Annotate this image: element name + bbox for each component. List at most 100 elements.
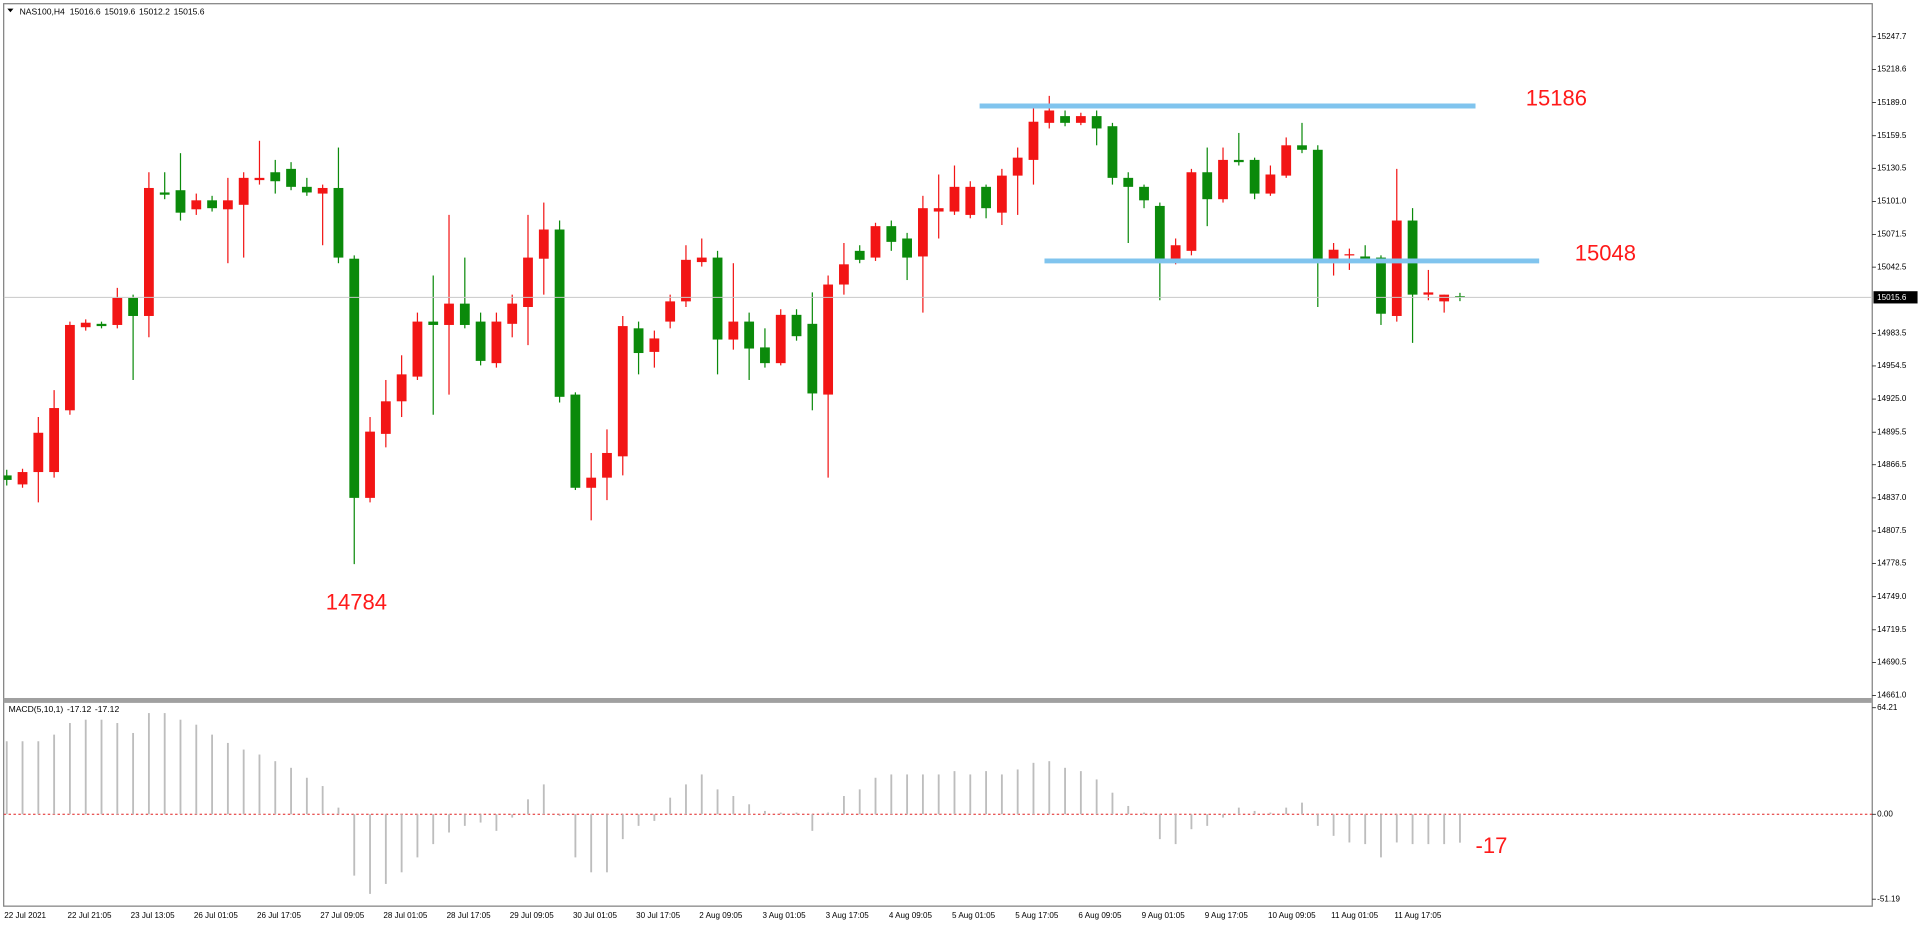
macd-panel	[3, 713, 1873, 894]
macd-bar	[195, 724, 198, 815]
candle-body	[1328, 249, 1339, 260]
y-tick-label: 14719.5	[1877, 625, 1907, 634]
macd-bar	[116, 723, 119, 815]
x-tick-label: 30 Jul 01:05	[573, 911, 618, 920]
axes: 15247.7 15218.6 15189.0 15159.5 15130.5 15101…	[4, 32, 1918, 920]
macd-bar	[1237, 807, 1240, 815]
candle-body	[365, 431, 375, 498]
macd-bar	[1095, 779, 1098, 815]
macd-bar	[590, 814, 593, 873]
macd-bar	[921, 774, 924, 815]
candle-body	[728, 321, 739, 340]
macd-bar	[1143, 812, 1145, 815]
macd-bar	[795, 812, 798, 815]
candle-body	[760, 347, 770, 364]
macd-bar	[274, 761, 277, 815]
x-tick-label: 23 Jul 13:05	[131, 911, 176, 920]
macd-bar	[1032, 762, 1035, 815]
macd-bar	[858, 789, 861, 815]
candle-body	[238, 177, 249, 205]
macd-annotation: -17	[1476, 833, 1508, 858]
price-panel	[3, 95, 1873, 565]
macd-bar	[147, 713, 150, 815]
macd-bar	[669, 797, 672, 815]
x-tick-label: 29 Jul 09:05	[510, 911, 555, 920]
macd-bar	[1285, 807, 1288, 815]
low-annotation: 14784	[326, 590, 387, 615]
y-tick-label: 15159.5	[1877, 131, 1907, 140]
macd-bar	[1127, 805, 1130, 815]
candle-body	[49, 408, 60, 473]
candle-body	[965, 186, 976, 215]
y-tick-label: 15101.0	[1877, 197, 1907, 206]
macd-bar	[843, 796, 845, 815]
candle-body	[491, 321, 502, 364]
macd-bar	[211, 734, 213, 815]
macd-bar	[495, 814, 498, 831]
candle-body	[159, 192, 170, 195]
y-tick-label: 14954.5	[1877, 361, 1907, 370]
menu-arrow[interactable]	[7, 8, 14, 13]
candle-body	[1297, 145, 1307, 150]
macd-bar	[574, 814, 577, 858]
candle-body	[65, 324, 75, 411]
macd-main: -17.12	[67, 705, 92, 715]
candle-body	[128, 298, 138, 316]
candle-body	[1060, 116, 1070, 123]
candle-body	[1202, 172, 1213, 200]
candle-body	[933, 208, 944, 212]
macd-bar	[621, 814, 624, 840]
macd-bar	[890, 774, 893, 815]
macd-bar	[1332, 814, 1335, 836]
candle-body	[649, 338, 660, 352]
x-tick-label: 22 Jul 2021	[4, 911, 46, 920]
x-tick-label: 6 Aug 09:05	[1078, 911, 1122, 920]
candle-body	[412, 321, 423, 377]
x-tick-label: 10 Aug 09:05	[1268, 911, 1316, 920]
macd-bar	[305, 777, 308, 815]
y-tick-label: 14661.0	[1877, 691, 1907, 700]
macd-bar	[242, 749, 245, 815]
current-price-box	[1873, 291, 1918, 304]
macd-bar	[5, 741, 8, 815]
macd-bar	[53, 734, 56, 815]
candle-body	[349, 258, 360, 498]
macd-bar	[937, 774, 940, 815]
candle-body	[1044, 110, 1055, 123]
macd-bar	[132, 732, 135, 815]
macd-bar	[463, 814, 466, 826]
candle-body	[1154, 205, 1165, 263]
candle-body	[286, 168, 296, 187]
macd-bar	[953, 771, 956, 815]
x-tick-label: 11 Aug 17:05	[1394, 911, 1442, 920]
x-tick-label: 3 Aug 01:05	[762, 911, 806, 920]
macd-bar	[606, 814, 608, 873]
candle-body	[17, 472, 28, 485]
macd-bar	[558, 814, 561, 816]
candle-body	[1186, 172, 1197, 251]
panel-separator	[3, 697, 1873, 703]
candle-body	[254, 177, 265, 181]
macd-bar	[969, 774, 972, 815]
candle-body	[112, 298, 123, 325]
candle-body	[1028, 121, 1039, 160]
macd-bar	[226, 742, 229, 815]
candle-body	[775, 314, 786, 364]
candle-body	[996, 175, 1007, 213]
macd-bar	[716, 789, 719, 815]
x-tick-label: 28 Jul 17:05	[447, 911, 492, 920]
candle-body	[854, 250, 865, 260]
macd-bar	[811, 814, 814, 831]
macd-signal: -17.12	[95, 705, 120, 715]
current-price-label: 15015.6	[1877, 293, 1907, 302]
header-high: 15019.6	[104, 7, 135, 17]
y-tick-label: 15218.6	[1877, 65, 1907, 74]
macd-bar	[1174, 814, 1177, 845]
macd-bar	[653, 814, 656, 821]
x-tick-label: 9 Aug 17:05	[1205, 911, 1249, 920]
y-tick-label: 14866.5	[1877, 460, 1907, 469]
macd-bar	[1222, 814, 1224, 818]
candle-body	[902, 238, 912, 258]
candle-body	[554, 229, 565, 397]
